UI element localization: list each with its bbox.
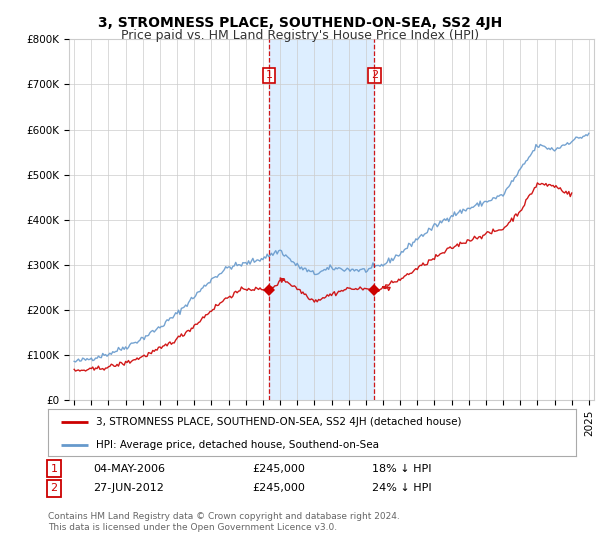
- Text: 27-JUN-2012: 27-JUN-2012: [93, 483, 164, 493]
- Text: 3, STROMNESS PLACE, SOUTHEND-ON-SEA, SS2 4JH (detached house): 3, STROMNESS PLACE, SOUTHEND-ON-SEA, SS2…: [95, 417, 461, 427]
- Text: £245,000: £245,000: [252, 483, 305, 493]
- Text: 04-MAY-2006: 04-MAY-2006: [93, 464, 165, 474]
- Text: 2: 2: [371, 71, 378, 80]
- Text: Contains HM Land Registry data © Crown copyright and database right 2024.
This d: Contains HM Land Registry data © Crown c…: [48, 512, 400, 532]
- Text: 2: 2: [50, 483, 58, 493]
- Text: £245,000: £245,000: [252, 464, 305, 474]
- Text: Price paid vs. HM Land Registry's House Price Index (HPI): Price paid vs. HM Land Registry's House …: [121, 29, 479, 42]
- Text: 1: 1: [265, 71, 272, 80]
- Text: 3, STROMNESS PLACE, SOUTHEND-ON-SEA, SS2 4JH: 3, STROMNESS PLACE, SOUTHEND-ON-SEA, SS2…: [98, 16, 502, 30]
- Text: 1: 1: [50, 464, 58, 474]
- Text: 24% ↓ HPI: 24% ↓ HPI: [372, 483, 431, 493]
- Bar: [269, 39, 374, 400]
- Text: HPI: Average price, detached house, Southend-on-Sea: HPI: Average price, detached house, Sout…: [95, 440, 379, 450]
- Text: 18% ↓ HPI: 18% ↓ HPI: [372, 464, 431, 474]
